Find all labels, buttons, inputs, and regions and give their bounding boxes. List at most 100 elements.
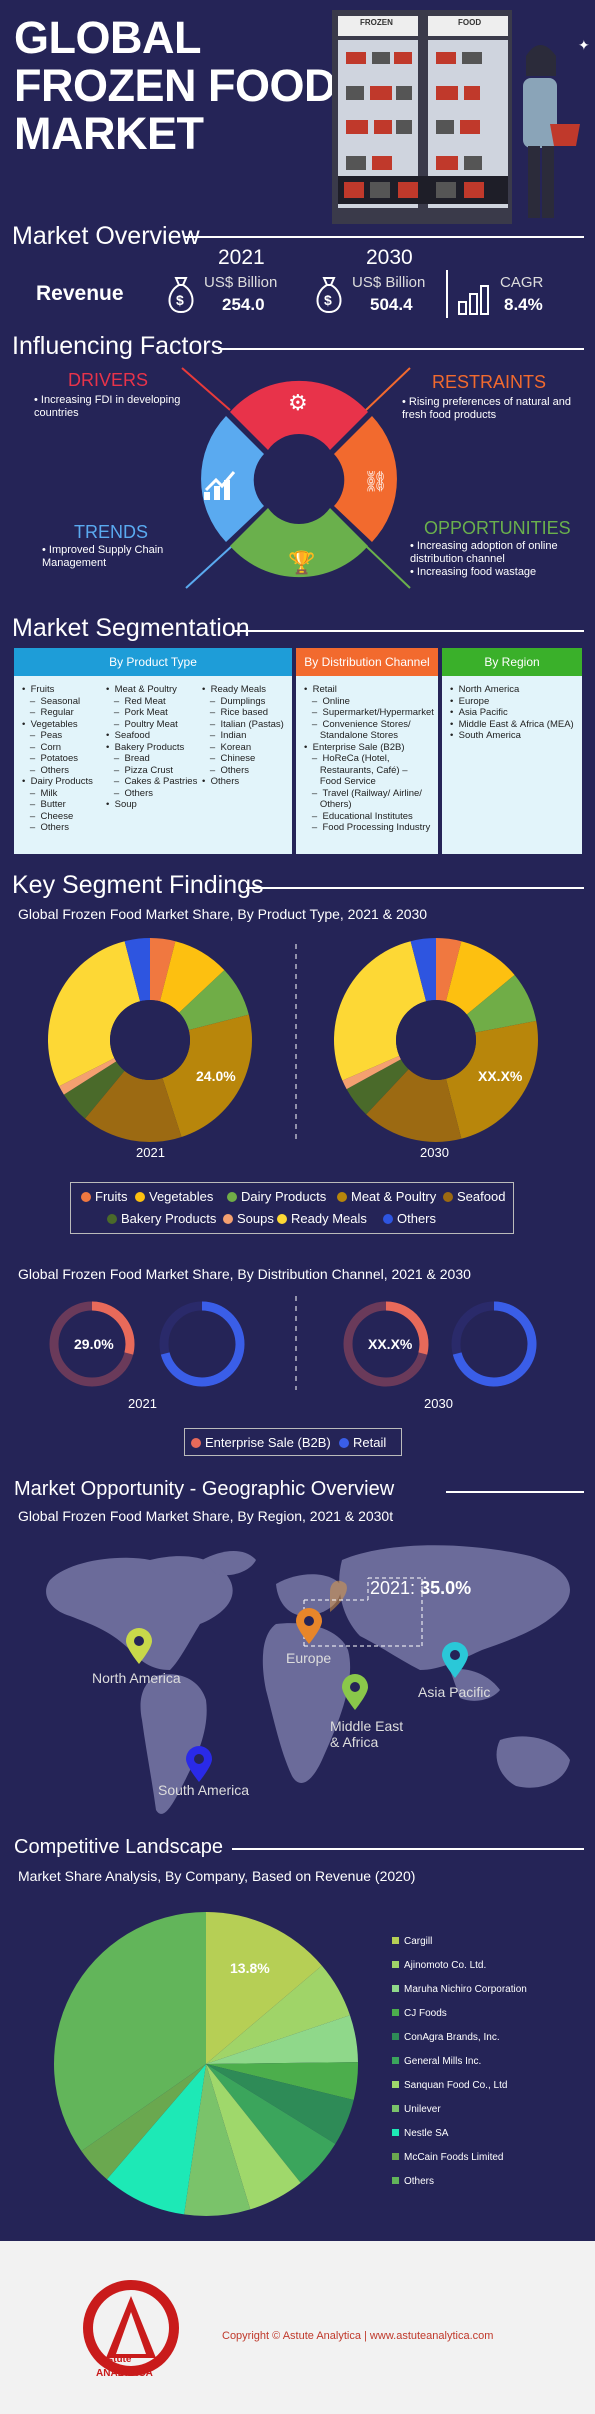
channel-item: – HoReCa (Hotel, <box>304 753 390 764</box>
callout-year: 2021: <box>370 1578 416 1598</box>
company-slice-sanquan-food-co-ltd <box>206 2064 301 2210</box>
product-2030-slice-meat-poultry <box>445 1020 538 1139</box>
company-pie-chart <box>53 1912 358 2216</box>
company-slice-mccain-foods-limited <box>81 2064 206 2180</box>
legend-swatch <box>277 1214 287 1224</box>
legend-label: Meat & Poultry <box>351 1189 437 1204</box>
legend-bakery-products: Bakery Products <box>107 1211 216 1226</box>
product-chart-year-2021: 2021 <box>136 1145 165 1160</box>
legend-label: Unilever <box>404 2104 441 2115</box>
product-item: • Others <box>202 776 240 787</box>
company-legend-conagra-brands-inc-: ConAgra Brands, Inc. <box>392 2032 500 2043</box>
legend-seafood: Seafood <box>443 1189 505 1204</box>
legend-meat-poultry: Meat & Poultry <box>337 1189 436 1204</box>
legend-others: Others <box>383 1211 436 1226</box>
fridge-label-food: FOOD <box>458 18 482 27</box>
legend-label: Ajinomoto Co. Ltd. <box>404 1960 487 1971</box>
legend-swatch <box>392 2057 399 2064</box>
region-label-europe: Europe <box>286 1650 332 1666</box>
product-2030-slice-vegetables <box>445 941 515 1015</box>
product-item: • Fruits <box>22 684 55 695</box>
legend-label: Vegetables <box>149 1189 214 1204</box>
legend-swatch <box>392 2105 399 2112</box>
product-item: • Vegetables <box>22 718 78 730</box>
channel-legend: Enterprise Sale (B2B) Retail <box>184 1428 402 1456</box>
company-slice-nestle-sa <box>106 2064 206 2215</box>
cagr-value: 8.4% <box>504 295 543 314</box>
year-2030: 2030 <box>366 246 413 269</box>
legend-enterprise: Enterprise Sale (B2B) <box>191 1435 331 1450</box>
product-col-1: • Fruits – Seasonal – Regular • Vegetable… <box>22 684 93 834</box>
product-item: – Chinese <box>202 753 256 764</box>
legend-swatch <box>223 1214 233 1224</box>
channel-item: – Food Processing Industry <box>304 822 431 833</box>
legend-swatch <box>392 2177 399 2184</box>
region-label-africa: & Africa <box>330 1734 379 1750</box>
legend-swatch <box>392 1985 399 1992</box>
opportunities-segment <box>230 508 368 578</box>
company-legend-maruha-nichiro-corporation: Maruha Nichiro Corporation <box>392 1984 527 1995</box>
section-divider <box>218 348 584 350</box>
region-label-north-america: North America <box>92 1670 181 1686</box>
product-2030-slice-bakery-products <box>346 1059 409 1115</box>
company-slice-others <box>53 1912 207 2152</box>
legend-retail-swatch <box>339 1438 349 1448</box>
product-2021-slice-dairy-products <box>179 970 249 1031</box>
channel-item: • Enterprise Sale (B2B) <box>304 741 405 753</box>
revenue-value-2030: 504.4 <box>370 295 413 314</box>
competitive-chart-title: Market Share Analysis, By Company, Based… <box>18 1868 416 1884</box>
revenue-label: Revenue <box>36 282 124 305</box>
cagr-label: CAGR <box>500 274 544 291</box>
channel-item: • Retail <box>304 684 337 695</box>
channel-2030-enterprise-arc <box>386 1301 429 1355</box>
market-overview-title: Market Overview <box>12 222 200 250</box>
company-slice-cargill <box>206 1912 322 2064</box>
section-divider <box>232 1848 584 1850</box>
product-2021-slice-others <box>124 938 150 1002</box>
region-item: • Middle East & Africa (MEA) <box>450 718 574 730</box>
company-legend-cargill: Cargill <box>392 1936 432 1947</box>
legend-swatch <box>392 2129 399 2136</box>
distribution-channel-header: By Distribution Channel <box>296 648 438 676</box>
product-item: – Others <box>202 764 249 776</box>
opportunities-title: OPPORTUNITIES <box>424 518 571 538</box>
callout-value: 35.0% <box>420 1578 472 1598</box>
company-slice-conagra-brands-inc- <box>206 2064 354 2144</box>
channel-item: – Travel (Railway/ Airline/ <box>304 787 422 799</box>
product-item: – Regular <box>22 707 74 718</box>
legend-swatch <box>392 2009 399 2016</box>
product-2030-slice-fruits <box>436 938 462 1002</box>
product-2030-slice-soups <box>342 1055 401 1090</box>
region-col: • North America • Europe • Asia Pacific • M… <box>450 684 574 742</box>
legend-swatch <box>392 2153 399 2160</box>
legend-dairy-products: Dairy Products <box>227 1189 326 1204</box>
legend-label: Others <box>397 1211 437 1226</box>
legend-enterprise-swatch <box>191 1438 201 1448</box>
company-legend-nestle-sa: Nestle SA <box>392 2128 448 2139</box>
money-bag-icon-2030: $ <box>316 277 342 314</box>
product-item: – Butter <box>22 799 66 810</box>
cagr-divider <box>446 270 448 318</box>
channel-item: Others) <box>304 799 352 810</box>
product-data-label-2021: 24.0% <box>196 1068 236 1084</box>
product-col-3: • Ready Meals – Dumplings – Rice based –… <box>202 684 284 788</box>
company-legend-mccain-foods-limited: McCain Foods Limited <box>392 2152 503 2163</box>
channel-item: – Online <box>304 695 350 707</box>
region-header: By Region <box>442 648 582 676</box>
pin-north-america-icon <box>126 1628 152 1664</box>
legend-fruits: Fruits <box>81 1189 128 1204</box>
company-legend-general-mills-inc-: General Mills Inc. <box>392 2056 481 2067</box>
restraints-segment <box>334 416 397 542</box>
company-slice-maruha-nichiro-corporation <box>206 2015 358 2064</box>
region-label-south-america: South America <box>158 1782 250 1798</box>
world-map <box>46 1545 570 1814</box>
continents <box>46 1545 570 1814</box>
logo-name-1: astute <box>102 2354 132 2365</box>
product-item: – Red Meat <box>106 695 166 707</box>
legend-swatch <box>135 1192 145 1202</box>
product-item: – Others <box>22 822 69 833</box>
section-divider <box>246 887 584 889</box>
restraint-item: Rising preferences of natural and fresh … <box>402 396 571 421</box>
legend-swatch <box>392 1961 399 1968</box>
company-slice-general-mills-inc- <box>206 2064 336 2183</box>
